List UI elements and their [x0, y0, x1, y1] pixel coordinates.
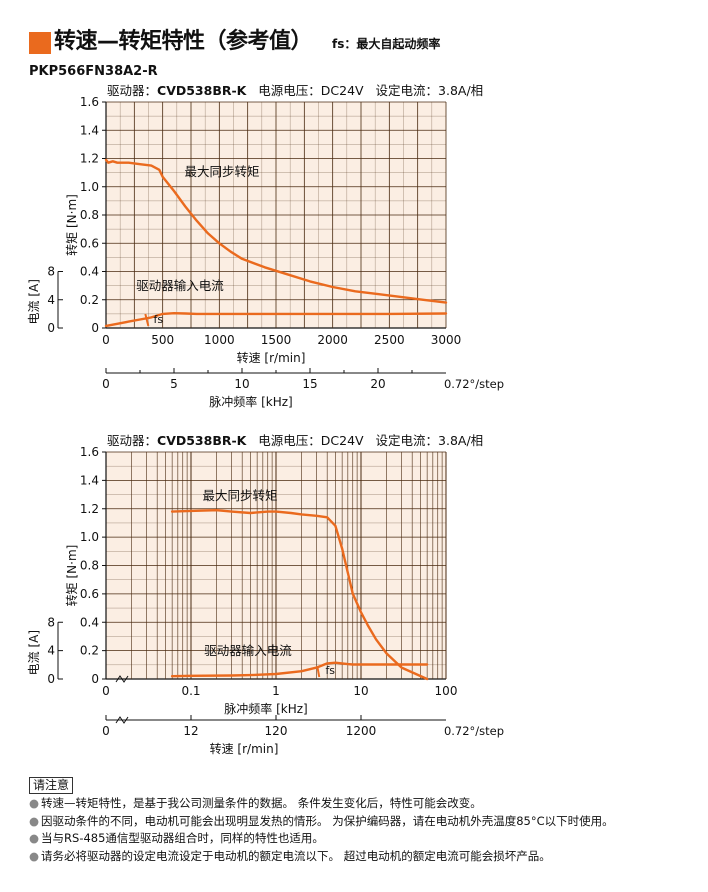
chart2-info: 驱动器：CVD538BR-K 电源电压：DC24V 设定电流：3.8A/相 [107, 433, 483, 449]
x-tick-label: 500 [151, 333, 174, 347]
secondary-x-end-label: 0.72°/step [444, 377, 504, 391]
secondary-x-tick-label: 10 [234, 377, 249, 391]
secondary-x-tick-label: 0 [102, 724, 110, 738]
chart1-info: 驱动器：CVD538BR-K 电源电压：DC24V 设定电流：3.8A/相 [107, 83, 483, 99]
notice-item: ● 当与RS-485通信型驱动器组合时，同样的特性也适用。 [29, 831, 324, 845]
notice-item: ● 转速—转矩特性，是基于我公司测量条件的数据。 条件发生变化后，特性可能会改变。 [29, 796, 482, 810]
chart1-voltage: 电源电压：DC24V [258, 83, 364, 98]
y-tick-label: 0.4 [80, 265, 99, 279]
bullet-icon: ● [29, 831, 40, 845]
y-tick-label: 0.2 [80, 644, 99, 658]
secondary-x-tick-label: 0 [102, 377, 110, 391]
x-axis-label: 转速 [r/min] [237, 350, 306, 365]
chart2-current: 设定电流：3.8A/相 [375, 433, 484, 448]
chart2-voltage: 电源电压：DC24V [258, 433, 364, 448]
x-tick-label: 3000 [431, 333, 462, 347]
y-tick-label: 0.6 [80, 587, 99, 601]
x-tick-label: 2000 [317, 333, 348, 347]
x-tick-label: 0 [102, 333, 110, 347]
axis-break-icon [115, 716, 129, 724]
secondary-x-tick-label: 120 [265, 724, 288, 738]
x-tick-label: 1 [272, 684, 280, 698]
y-tick-label: 1.2 [80, 152, 99, 166]
chart2-driver-model: CVD538BR-K [157, 433, 247, 448]
x-tick-label: 1000 [204, 333, 235, 347]
secondary-x-tick-label: 20 [370, 377, 385, 391]
secondary-x-tick-label: 5 [170, 377, 178, 391]
secondary-x-axis-label: 脉冲频率 [kHz] [209, 394, 292, 409]
bullet-icon: ● [29, 796, 40, 810]
y-tick-label: 0.2 [80, 293, 99, 307]
x-axis-label: 脉冲频率 [kHz] [224, 701, 307, 716]
notice-item: ● 请务必将驱动器的设定电流设定于电动机的额定电流以下。 超过电动机的额定电流可能… [29, 848, 551, 863]
current-tick-label: 4 [47, 644, 55, 658]
chart1-driver-label: 驱动器： [107, 83, 158, 98]
fs-label: fs [325, 664, 335, 677]
x-tick-label: 2500 [374, 333, 405, 347]
current-axis-label: 电流 [A] [27, 630, 41, 675]
notice-title: 请注意 [29, 777, 74, 794]
current-curve-label: 驱动器输入电流 [204, 643, 292, 658]
title-square-icon [29, 32, 51, 54]
current-tick-label: 8 [47, 615, 55, 629]
chart2-driver-label: 驱动器： [107, 433, 158, 448]
y-tick-label: 0.8 [80, 559, 99, 573]
x-tick-label: 1500 [261, 333, 292, 347]
secondary-x-tick-label: 15 [302, 377, 317, 391]
current-curve [104, 312, 448, 328]
torque-curve [104, 158, 448, 304]
torque-curve-label: 最大同步转矩 [184, 164, 259, 179]
torque-curve [170, 509, 429, 681]
current-curve [170, 661, 429, 678]
y-tick-label: 1.4 [80, 473, 99, 487]
current-tick-label: 8 [47, 265, 55, 279]
y-tick-label: 0 [91, 321, 99, 335]
current-tick-label: 0 [47, 672, 55, 686]
notice-list: ● 转速—转矩特性，是基于我公司测量条件的数据。 条件发生变化后，特性可能会改变。… [29, 795, 614, 865]
chart1-current: 设定电流：3.8A/相 [375, 83, 484, 98]
notice-item: ● 因驱动条件的不同，电动机可能会出现明显发热的情形。 为保护编码器，请在电动机外… [29, 813, 614, 828]
secondary-x-axis-label: 转速 [r/min] [210, 741, 279, 756]
axis-break-icon [115, 675, 129, 683]
x-tick-label: 0.1 [181, 684, 200, 698]
y-tick-label: 1.2 [80, 502, 99, 516]
y-tick-label: 0 [91, 672, 99, 686]
secondary-x-tick-label: 12 [183, 724, 198, 738]
model-number: PKP566FN38A2-R [29, 64, 158, 79]
current-tick-label: 4 [47, 293, 55, 307]
fs-label: fs [154, 313, 164, 326]
y-tick-label: 0.4 [80, 615, 99, 629]
bullet-icon: ● [29, 848, 40, 863]
y-tick-label: 1.6 [80, 445, 99, 459]
fs-marker [144, 313, 150, 327]
x-tick-label: 100 [435, 684, 458, 698]
y-tick-label: 1.4 [80, 123, 99, 137]
current-curve-label: 驱动器输入电流 [136, 278, 224, 293]
secondary-x-tick-label: 1200 [346, 724, 377, 738]
current-axis-label: 电流 [A] [27, 279, 41, 324]
current-tick-label: 0 [47, 321, 55, 335]
fs-marker [316, 665, 321, 678]
y-tick-label: 0.6 [80, 236, 99, 250]
page-title: 转速—转矩特性（参考值） [54, 29, 313, 54]
bullet-icon: ● [29, 813, 40, 828]
y-tick-label: 1.6 [80, 95, 99, 109]
y-axis-label: 转矩 [N·m] [64, 545, 79, 607]
y-tick-label: 1.0 [80, 180, 99, 194]
chart1-driver-model: CVD538BR-K [157, 83, 247, 98]
fs-note: fs：最大自起动频率 [332, 37, 441, 51]
y-axis-label: 转矩 [N·m] [64, 194, 79, 256]
y-tick-label: 0.8 [80, 208, 99, 222]
x-tick-label: 10 [353, 684, 368, 698]
torque-curve-label: 最大同步转矩 [202, 488, 277, 503]
y-tick-label: 1.0 [80, 530, 99, 544]
x-origin-label: 0 [102, 684, 110, 698]
secondary-x-end-label: 0.72°/step [444, 724, 504, 738]
